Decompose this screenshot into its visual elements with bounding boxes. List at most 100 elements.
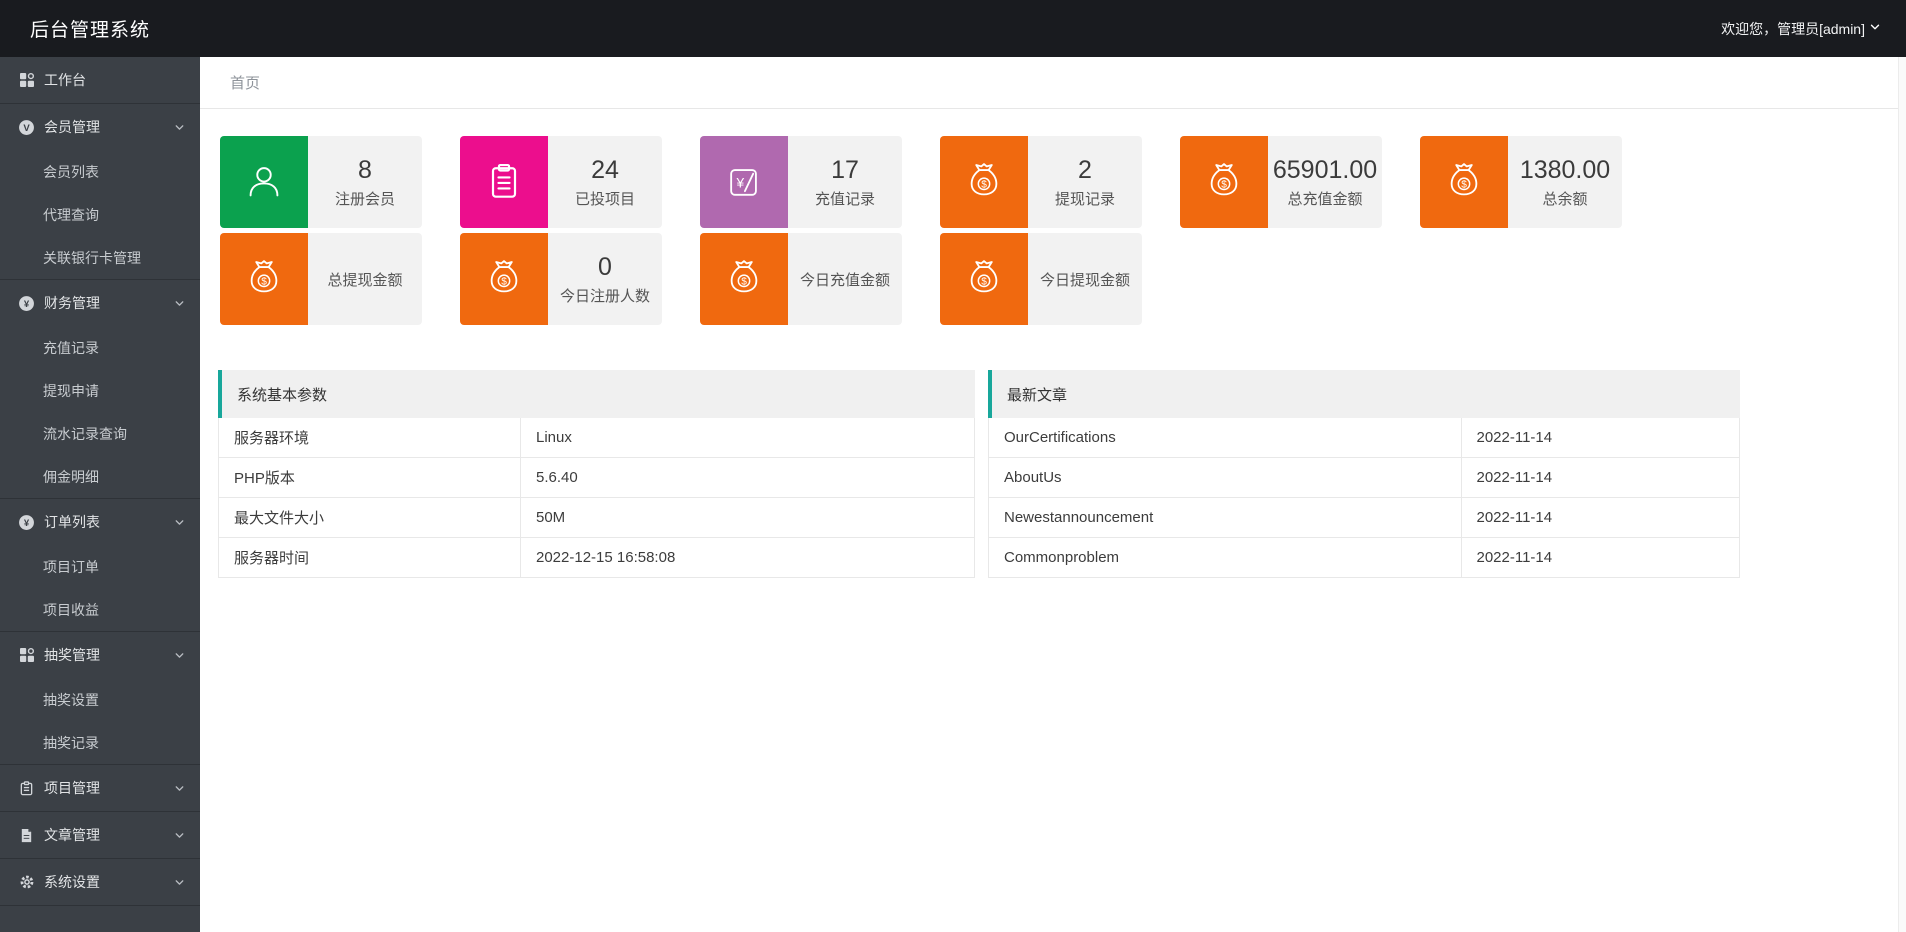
- sidebar-item-label: 工作台: [44, 72, 86, 88]
- chevron-down-icon: [173, 782, 186, 795]
- article-date: 2022-11-14: [1476, 509, 1553, 526]
- article-date: 2022-11-14: [1476, 429, 1553, 446]
- sidebar-item-member-list[interactable]: 会员列表: [43, 163, 99, 180]
- article-row[interactable]: AboutUs 2022-11-14: [989, 458, 1739, 498]
- chevron-down-icon: [173, 297, 186, 310]
- stat-label: 充值记录: [814, 190, 875, 208]
- sidebar-item-commission-details[interactable]: 佣金明细: [43, 468, 99, 485]
- scrollbar[interactable]: [1898, 57, 1906, 932]
- panel-title: 系统基本参数: [218, 370, 975, 418]
- chevron-down-icon: [173, 649, 186, 662]
- stat-label: 今日注册人数: [559, 287, 650, 305]
- breadcrumb-home[interactable]: 首页: [230, 75, 261, 92]
- stat-card-recharge: ¥ 17 充值记录 $ 今日充值金额: [700, 136, 902, 325]
- latest-articles-panel: 最新文章 OurCertifications 2022-11-14 AboutU…: [988, 370, 1740, 578]
- article-title[interactable]: Commonproblem: [989, 538, 1462, 577]
- grid-icon: [18, 72, 35, 89]
- member-badge-icon: V: [18, 119, 35, 136]
- sidebar-item-recharge-records[interactable]: 充值记录: [43, 339, 99, 356]
- stat-cards: 8 注册会员 $ 总提现金额 24 已投项目: [200, 109, 1906, 325]
- sidebar-item-lottery-records[interactable]: 抽奖记录: [43, 734, 99, 751]
- param-value: Linux: [536, 429, 572, 446]
- article-row[interactable]: OurCertifications 2022-11-14: [989, 418, 1739, 458]
- user-menu[interactable]: 欢迎您，管理员[admin]: [1721, 19, 1882, 39]
- article-row[interactable]: Newestannouncement 2022-11-14: [989, 498, 1739, 538]
- sidebar-item-project-orders[interactable]: 项目订单: [43, 558, 99, 575]
- sidebar-item-workbench[interactable]: 工作台: [0, 57, 200, 103]
- money-bag-icon: $: [1180, 136, 1268, 228]
- param-value: 50M: [536, 509, 566, 526]
- param-name: 最大文件大小: [219, 498, 521, 537]
- finance-badge-icon: ¥: [18, 295, 35, 312]
- stat-label: 总提现金额: [327, 271, 403, 289]
- stat-label: 注册会员: [334, 190, 395, 208]
- stat-label: 总充值金额: [1287, 190, 1363, 208]
- svg-text:¥: ¥: [736, 176, 745, 191]
- chevron-down-icon: [173, 829, 186, 842]
- gear-icon: [18, 874, 35, 891]
- clipboard-icon: [460, 136, 548, 228]
- stat-label: 提现记录: [1054, 190, 1115, 208]
- sidebar-item-system-settings[interactable]: 系统设置: [0, 859, 200, 905]
- article-date: 2022-11-14: [1476, 549, 1553, 566]
- sidebar-item-order-list[interactable]: ¥ 订单列表: [0, 499, 200, 545]
- sidebar-item-finance-management[interactable]: ¥ 财务管理: [0, 280, 200, 326]
- sidebar-item-lottery-management[interactable]: 抽奖管理: [0, 632, 200, 678]
- table-row: 服务器环境 Linux: [219, 418, 974, 458]
- article-row[interactable]: Commonproblem 2022-11-14: [989, 538, 1739, 578]
- stat-value: 0: [598, 252, 612, 281]
- sidebar-item-agent-query[interactable]: 代理查询: [43, 206, 99, 223]
- sidebar-item-member-management[interactable]: V 会员管理: [0, 104, 200, 150]
- order-badge-icon: ¥: [18, 514, 35, 531]
- user-icon: [220, 136, 308, 228]
- svg-text:V: V: [23, 123, 30, 134]
- article-title[interactable]: AboutUs: [989, 458, 1462, 497]
- svg-text:$: $: [981, 277, 987, 288]
- money-bag-icon: $: [1420, 136, 1508, 228]
- stat-card-withdraw: $ 2 提现记录 $ 今日提现金额: [940, 136, 1142, 325]
- money-bag-icon: $: [940, 136, 1028, 228]
- chevron-down-icon: [173, 121, 186, 134]
- clipboard-icon: [18, 780, 35, 797]
- sidebar-item-withdraw-requests[interactable]: 提现申请: [43, 382, 99, 399]
- svg-text:¥: ¥: [24, 518, 30, 529]
- param-name: 服务器环境: [219, 418, 521, 457]
- param-value: 5.6.40: [536, 469, 578, 486]
- sidebar-item-project-earnings[interactable]: 项目收益: [43, 601, 99, 618]
- article-title[interactable]: OurCertifications: [989, 418, 1462, 457]
- article-title[interactable]: Newestannouncement: [989, 498, 1462, 537]
- svg-text:¥: ¥: [24, 299, 30, 310]
- svg-text:$: $: [741, 277, 747, 288]
- sidebar: 工作台 V 会员管理 会员列表 代理查询 关联银行卡管理 ¥ 财务管理: [0, 57, 200, 932]
- chevron-down-icon: [1868, 20, 1882, 37]
- svg-text:$: $: [1221, 180, 1227, 191]
- table-row: 服务器时间 2022-12-15 16:58:08: [219, 538, 974, 578]
- table-row: PHP版本 5.6.40: [219, 458, 974, 498]
- sidebar-item-project-management[interactable]: 项目管理: [0, 765, 200, 811]
- welcome-text: 欢迎您，管理员[admin]: [1721, 20, 1865, 37]
- panel-title: 最新文章: [988, 370, 1740, 418]
- top-bar: 后台管理系统 欢迎您，管理员[admin]: [0, 0, 1906, 57]
- stat-card-total-balance: $ 1380.00 总余额: [1420, 136, 1622, 325]
- svg-text:$: $: [261, 277, 267, 288]
- sidebar-item-article-management[interactable]: 文章管理: [0, 812, 200, 858]
- money-bag-icon: $: [220, 233, 308, 325]
- stat-value: 24: [591, 155, 619, 184]
- money-bag-icon: $: [700, 233, 788, 325]
- sidebar-item-lottery-settings[interactable]: 抽奖设置: [43, 691, 99, 708]
- param-value: 2022-12-15 16:58:08: [536, 549, 676, 566]
- stat-label: 已投项目: [574, 190, 635, 208]
- stat-card-projects: 24 已投项目 $ 0 今日注册人数: [460, 136, 662, 325]
- stat-label: 今日提现金额: [1039, 271, 1130, 289]
- sidebar-item-bank-card-management[interactable]: 关联银行卡管理: [43, 249, 141, 266]
- money-bag-icon: $: [460, 233, 548, 325]
- param-name: PHP版本: [219, 458, 521, 497]
- sidebar-item-flow-records[interactable]: 流水记录查询: [43, 425, 127, 442]
- money-bag-icon: $: [940, 233, 1028, 325]
- stat-card-total-recharge: $ 65901.00 总充值金额: [1180, 136, 1382, 325]
- article-date: 2022-11-14: [1476, 469, 1553, 486]
- table-row: 最大文件大小 50M: [219, 498, 974, 538]
- stat-value: 17: [831, 155, 859, 184]
- svg-text:$: $: [501, 277, 507, 288]
- app-title: 后台管理系统: [30, 20, 151, 41]
